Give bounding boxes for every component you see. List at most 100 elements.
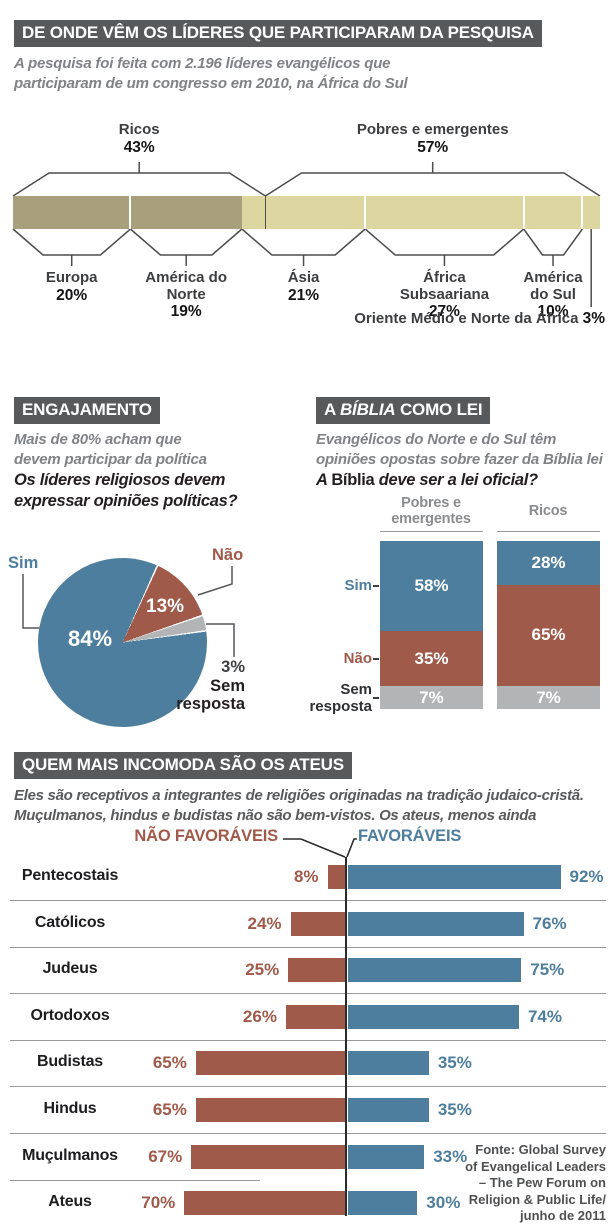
bible-segment-Sim: 28% bbox=[497, 541, 600, 585]
value-unfavorable: 67% bbox=[148, 1146, 183, 1166]
bible-segment-Sim: 58% bbox=[380, 541, 483, 632]
segment-label-value: 20% bbox=[56, 286, 88, 304]
pie-leader-lines bbox=[22, 566, 235, 657]
legend-connector-lines bbox=[283, 838, 357, 858]
bible-col-rule bbox=[380, 531, 483, 532]
value-unfavorable: 65% bbox=[152, 1100, 187, 1119]
group-label-value: 57% bbox=[417, 138, 449, 156]
bar-favorable bbox=[348, 911, 524, 936]
value-favorable: 92% bbox=[569, 867, 604, 886]
segment-label-value: 3% bbox=[582, 310, 605, 327]
segment-divider bbox=[581, 196, 584, 229]
bible-question-suffix: deve ser a lei oficial? bbox=[378, 471, 538, 489]
legend-unfavorable: NÃO FAVORÁVEIS bbox=[134, 827, 278, 845]
bible-col-header-pobres: Pobres e emergentes bbox=[391, 495, 471, 527]
bible-side-dash bbox=[373, 696, 379, 699]
bible-title-suffix: COMO LEI bbox=[399, 400, 483, 419]
bible-segment-value: 65% bbox=[531, 625, 566, 645]
value-unfavorable: 8% bbox=[293, 867, 319, 886]
value-favorable: 75% bbox=[530, 960, 565, 980]
segment-label-name: América do Sul bbox=[523, 269, 583, 303]
bible-title-prefix: A bbox=[324, 400, 336, 419]
segment-label-name: Europa bbox=[45, 269, 98, 286]
religion-label: Judeus bbox=[42, 960, 98, 978]
legend-favorable: FAVORÁVEIS bbox=[358, 827, 462, 845]
bible-side-label-0: Sim bbox=[344, 577, 372, 594]
segment-label-value: 21% bbox=[288, 286, 320, 304]
bible-segment-Não: 35% bbox=[380, 631, 483, 686]
bracket-line bbox=[523, 228, 583, 256]
pie-label-sem: Sem resposta bbox=[176, 677, 245, 713]
segment-label-0: Europa 20% bbox=[2, 269, 142, 304]
bracket-line bbox=[364, 228, 525, 256]
value-unfavorable: 70% bbox=[141, 1193, 176, 1213]
bible-question-prefix: A bbox=[316, 471, 328, 489]
bar-segment-1 bbox=[130, 196, 242, 229]
engagement-pie-chart: Sim Não 84% 13% 3% Sem resposta bbox=[0, 540, 310, 740]
religion-label: Ortodoxos bbox=[30, 1006, 110, 1024]
bar-unfavorable bbox=[285, 1004, 346, 1029]
row-separator bbox=[10, 1039, 606, 1041]
row-separator bbox=[10, 1086, 606, 1088]
pie bbox=[38, 558, 207, 727]
pie-value-nao: 13% bbox=[146, 596, 185, 617]
value-favorable: 35% bbox=[437, 1100, 472, 1119]
bible-question-name: Bíblia bbox=[331, 471, 375, 489]
segment-divider bbox=[129, 196, 132, 229]
bible-side-dash bbox=[373, 657, 379, 660]
origin-stacked-bar-chart: Ricos 43% Pobres e emergentes 57% Europa 20% A… bbox=[0, 120, 616, 335]
pie-sem-block: 3% Sem resposta bbox=[150, 658, 245, 713]
segment-callout-label: Oriente Médio e Norte da África 3% bbox=[305, 310, 605, 328]
segment-divider bbox=[522, 196, 525, 229]
pie-label-nao: Não bbox=[212, 546, 244, 564]
value-favorable: 35% bbox=[437, 1053, 472, 1073]
bar-segment-4 bbox=[523, 196, 583, 229]
section-title-atheists: QUEM MAIS INCOMODA SÃO OS ATEUS bbox=[14, 752, 352, 779]
bar-favorable bbox=[348, 958, 522, 983]
segment-divider bbox=[364, 196, 367, 229]
segment-label-name: Oriente Médio e Norte da África bbox=[354, 310, 583, 327]
group-label-1: Pobres e emergentes 57% bbox=[323, 121, 543, 156]
group-label-0: Ricos 43% bbox=[29, 121, 249, 156]
bible-segment-value: 28% bbox=[531, 552, 566, 572]
row-separator bbox=[10, 946, 606, 948]
bracket-line bbox=[12, 228, 131, 256]
segment-label-1: América do Norte 19% bbox=[116, 269, 256, 320]
row-separator bbox=[10, 1179, 260, 1181]
religion-label: Hindus bbox=[43, 1100, 97, 1117]
row-separator bbox=[10, 993, 606, 995]
bible-col-rule bbox=[497, 531, 600, 532]
bible-side-dash bbox=[373, 585, 379, 587]
bible-segment-Não: 65% bbox=[497, 584, 600, 686]
bible-segment-value: 35% bbox=[414, 648, 449, 668]
value-unfavorable: 24% bbox=[247, 913, 282, 933]
bar-favorable bbox=[348, 1191, 418, 1216]
religion-label: Católicos bbox=[34, 913, 106, 931]
bar-segment-2 bbox=[241, 196, 366, 229]
bracket-line bbox=[12, 172, 266, 197]
atheists-subtitle: Eles são receptivos a integrantes de rel… bbox=[14, 787, 584, 824]
atheists-diverging-bar-chart: NÃO FAVORÁVEIS FAVORÁVEIS Fonte: Global … bbox=[0, 826, 616, 1232]
pie-value-sem: 3% bbox=[221, 658, 245, 676]
bar-favorable bbox=[348, 865, 561, 889]
bible-title-italic: BÍBLIA bbox=[339, 400, 396, 419]
segment-label-value: 27% bbox=[428, 303, 460, 320]
value-unfavorable: 25% bbox=[245, 960, 280, 980]
bracket-line bbox=[129, 228, 243, 256]
value-favorable: 74% bbox=[527, 1006, 562, 1026]
pie-value-sim: 84% bbox=[68, 626, 113, 651]
bar-unfavorable bbox=[288, 958, 346, 983]
bar-favorable bbox=[348, 1051, 429, 1076]
bible-segment-value: 7% bbox=[536, 687, 561, 707]
segment-label-4: América do Sul 10% bbox=[483, 269, 616, 320]
bible-section: A BÍBLIA COMO LEI Evangélicos do Norte e… bbox=[309, 397, 616, 727]
segment-label-3: África Subsaariana 27% bbox=[374, 269, 514, 320]
row-separator bbox=[10, 900, 606, 901]
value-unfavorable: 65% bbox=[152, 1053, 187, 1073]
bar-favorable bbox=[348, 1098, 429, 1122]
segment-label-name: África Subsaariana bbox=[399, 269, 490, 303]
group-label-value: 43% bbox=[123, 138, 155, 156]
group-label-name: Ricos bbox=[118, 121, 160, 138]
source-note: Fonte: Global Survey of Evangelical Lead… bbox=[465, 1142, 606, 1223]
